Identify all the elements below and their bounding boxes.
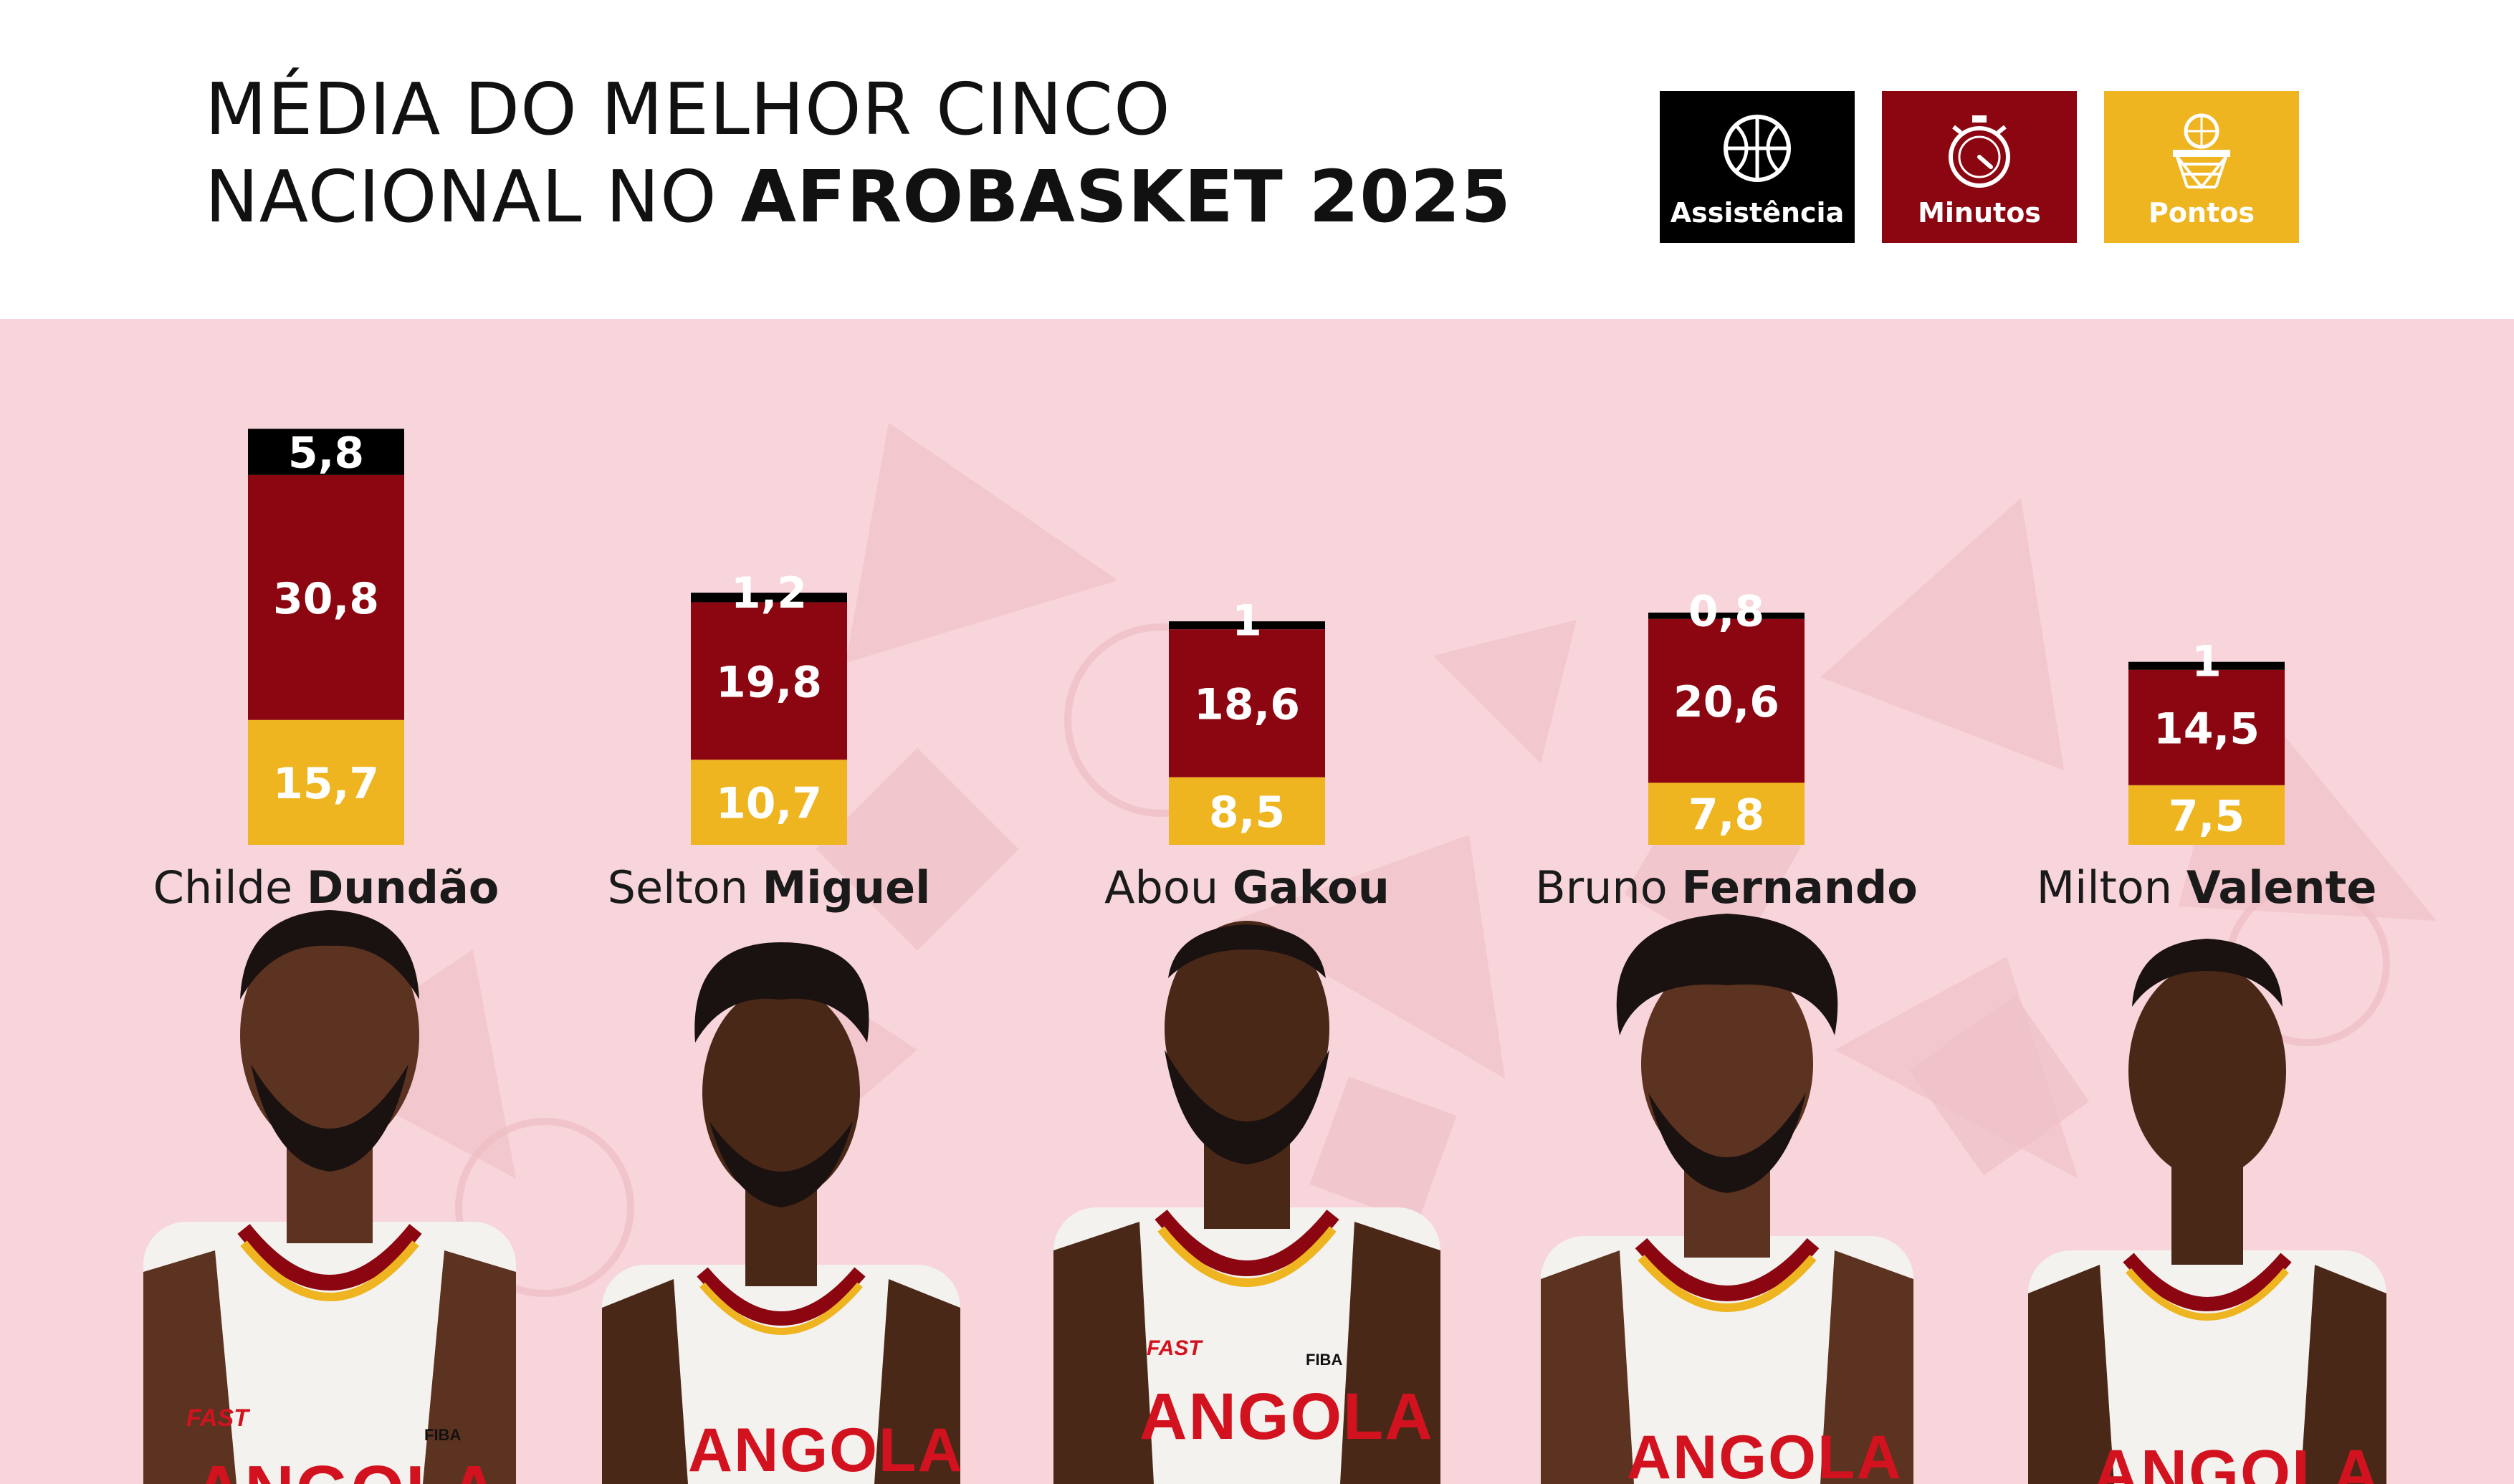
- bar-assistencia-childe-dundao: [248, 429, 404, 475]
- player-photo-milton-valente: [2028, 939, 2386, 1484]
- title-line-1: MÉDIA DO MELHOR CINCO: [205, 67, 1171, 151]
- data-label-minutos-milton-valente: 14,5: [2154, 704, 2260, 754]
- data-label-assistencia-milton-valente: 1: [2192, 636, 2222, 686]
- data-label-minutos-bruno-fernando: 20,6: [1673, 677, 1779, 727]
- data-label-pontos-childe-dundao: 15,7: [273, 759, 379, 809]
- player-photo-bruno-fernando: [1541, 914, 1913, 1484]
- player-photo-childe-dundao: [143, 910, 516, 1484]
- jersey-team-4: ANGOLA: [1627, 1423, 1903, 1484]
- bar-pontos-abou-gakou: [1169, 777, 1325, 845]
- category-label-abou-gakou: Abou Gakou: [1104, 861, 1390, 914]
- category-label-childe-dundao: Childe Dundão: [153, 861, 500, 914]
- data-label-assistencia-selton-miguel: 1,2: [731, 568, 807, 618]
- player-photo-abou-gakou: [1053, 921, 1440, 1484]
- legend-item-minutos: Minutos: [1882, 91, 2077, 243]
- legend-label-minutos: Minutos: [1918, 197, 2041, 229]
- data-label-assistencia-childe-dundao: 5,8: [288, 429, 364, 479]
- bar-pontos-milton-valente: [2128, 785, 2285, 845]
- data-label-minutos-abou-gakou: 18,6: [1194, 679, 1300, 729]
- title-line-2-regular: NACIONAL NO: [205, 155, 741, 239]
- data-label-pontos-abou-gakou: 8,5: [1209, 788, 1285, 838]
- jersey-sponsor-3: FAST: [1147, 1336, 1202, 1360]
- bar-assistencia-milton-valente: [2128, 661, 2285, 670]
- data-label-pontos-milton-valente: 7,5: [2169, 791, 2245, 841]
- bar-minutos-childe-dundao: [248, 474, 404, 720]
- title-line-2-bold: AFROBASKET 2025: [740, 155, 1511, 239]
- jersey-text-layer: ANGOLA ANGOLA ANGOLA ANGOLA ANGOLA FAST …: [0, 319, 2514, 1484]
- chart-title: MÉDIA DO MELHOR CINCO NACIONAL NO AFROBA…: [205, 66, 1511, 241]
- legend: Assistência Minutos Pontos: [1660, 91, 2299, 243]
- header: MÉDIA DO MELHOR CINCO NACIONAL NO AFROBA…: [0, 0, 2514, 319]
- jersey-badge-3: FIBA: [1306, 1351, 1343, 1369]
- category-label-bruno-fernando: Bruno Fernando: [1535, 861, 1918, 914]
- player-photo-selton-miguel: [602, 942, 960, 1484]
- bar-pontos-selton-miguel: [691, 760, 847, 845]
- legend-item-assistencia: Assistência: [1660, 91, 1855, 243]
- jersey-team-2: ANGOLA: [688, 1416, 964, 1484]
- data-label-pontos-bruno-fernando: 7,8: [1688, 790, 1764, 841]
- jersey-sponsor-1: FAST: [186, 1404, 249, 1432]
- jersey-team-3: ANGOLA: [1139, 1380, 1434, 1453]
- basketball-hoop-icon: [2173, 113, 2230, 190]
- bar-assistencia-bruno-fernando: [1648, 612, 1805, 619]
- jersey-team-5: ANGOLA: [2093, 1437, 2381, 1484]
- stacked-bar-chart: 15,7 30,8 5,8 Childe Dundão 10,7 19,8 1,2 Selto…: [153, 429, 2377, 914]
- legend-label-pontos: Pontos: [2149, 197, 2255, 229]
- data-label-assistencia-abou-gakou: 1: [1232, 596, 1262, 646]
- title-line-2: NACIONAL NO AFROBASKET 2025: [205, 153, 1511, 241]
- data-label-pontos-selton-miguel: 10,7: [716, 779, 822, 829]
- basketball-icon: [1724, 115, 1791, 182]
- category-label-selton-miguel: Selton Miguel: [608, 861, 931, 914]
- category-label-milton-valente: Milton Valente: [2037, 861, 2377, 914]
- bar-minutos-milton-valente: [2128, 669, 2285, 785]
- bar-pontos-childe-dundao: [248, 719, 404, 845]
- bar-minutos-abou-gakou: [1169, 629, 1325, 777]
- data-label-minutos-childe-dundao: 30,8: [273, 574, 379, 624]
- bar-pontos-bruno-fernando: [1648, 782, 1805, 845]
- bar-minutos-selton-miguel: [691, 602, 847, 760]
- chart-panel: ANGOLA ANGOLA ANGOLA ANGOLA ANGOLA FAST …: [0, 319, 2514, 1484]
- legend-item-pontos: Pontos: [2104, 91, 2299, 243]
- legend-label-assistencia: Assistência: [1670, 197, 1845, 229]
- bar-minutos-bruno-fernando: [1648, 618, 1805, 783]
- data-label-minutos-selton-miguel: 19,8: [716, 657, 822, 707]
- jersey-badge-1: FIBA: [424, 1426, 462, 1444]
- stopwatch-icon: [1949, 115, 2010, 188]
- bar-assistencia-abou-gakou: [1169, 621, 1325, 630]
- bar-assistencia-selton-miguel: [691, 593, 847, 603]
- data-label-assistencia-bruno-fernando: 0,8: [1688, 586, 1764, 636]
- jersey-team-1: ANGOLA: [193, 1451, 500, 1484]
